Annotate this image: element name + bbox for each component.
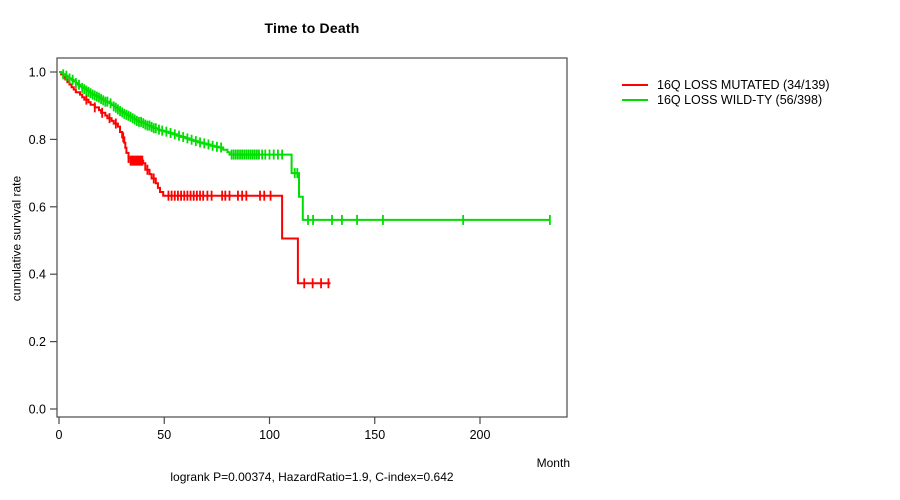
x-tick-label: 150 xyxy=(364,428,385,442)
x-tick-label: 50 xyxy=(157,428,171,442)
legend-line-swatch-wildtype xyxy=(622,98,648,101)
legend-label-wildtype: 16Q LOSS WILD-TY (56/398) xyxy=(657,92,823,107)
y-tick-label: 0.8 xyxy=(29,133,46,147)
y-tick-label: 0.0 xyxy=(29,403,46,417)
survival-curve-wildtype xyxy=(59,71,551,221)
y-tick-label: 1.0 xyxy=(29,66,46,80)
y-tick-label: 0.4 xyxy=(29,268,46,282)
x-axis-title: Month xyxy=(536,456,570,470)
x-tick-label: 100 xyxy=(259,428,280,442)
legend-item-mutated: 16Q LOSS MUTATED (34/139) xyxy=(622,77,830,92)
y-tick-label: 0.2 xyxy=(29,335,46,349)
x-tick-label: 200 xyxy=(470,428,491,442)
legend: 16Q LOSS MUTATED (34/139) 16Q LOSS WILD-… xyxy=(622,77,830,107)
stats-footnote: logrank P=0.00374, HazardRatio=1.9, C-in… xyxy=(170,470,454,484)
chart-title: Time to Death xyxy=(264,20,360,36)
legend-line-swatch-mutated xyxy=(622,83,648,86)
plot-box xyxy=(56,57,568,418)
x-tick-label: 0 xyxy=(56,428,63,442)
legend-label-mutated: 16Q LOSS MUTATED (34/139) xyxy=(657,77,830,92)
y-tick-label: 0.6 xyxy=(29,200,46,214)
legend-item-wildtype: 16Q LOSS WILD-TY (56/398) xyxy=(622,92,830,107)
survival-curve-mutated xyxy=(59,71,331,285)
